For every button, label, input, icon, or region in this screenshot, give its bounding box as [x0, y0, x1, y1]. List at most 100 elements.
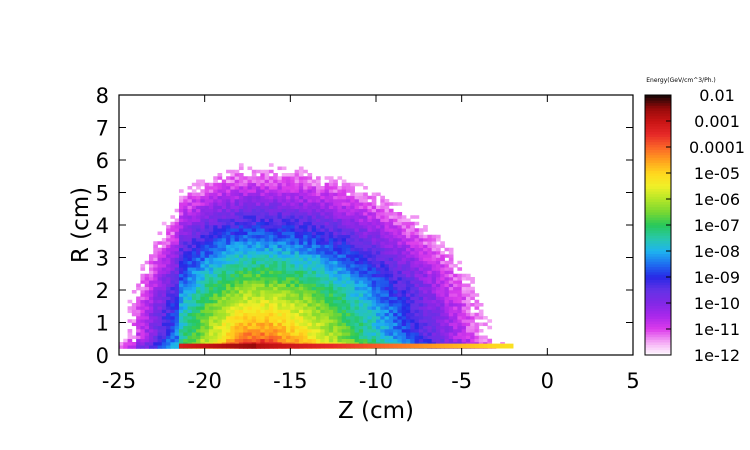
heatmap-cell — [405, 254, 411, 258]
heatmap-cell — [423, 280, 428, 284]
heatmap-cell — [461, 332, 467, 336]
heatmap-cell — [393, 293, 398, 297]
heatmap-cell — [243, 270, 248, 275]
heatmap-cell — [174, 228, 180, 232]
heatmap-cell — [256, 316, 261, 320]
heatmap-cell — [311, 199, 317, 203]
heatmap-cell — [281, 322, 287, 327]
heatmap-cell — [187, 238, 193, 242]
heatmap-cell — [264, 208, 270, 213]
heatmap-cell — [191, 234, 197, 239]
heatmap-cell — [337, 338, 343, 343]
heatmap-cell — [393, 296, 398, 301]
heatmap-cell — [448, 343, 454, 349]
heatmap-cell — [264, 273, 270, 278]
heatmap-cell — [256, 264, 261, 268]
heatmap-cell — [461, 322, 467, 327]
heatmap-cell — [208, 306, 214, 310]
heatmap-cell — [256, 343, 261, 349]
heatmap-cell — [307, 316, 313, 320]
heatmap-cell — [247, 205, 253, 210]
heatmap-cell — [157, 251, 163, 255]
colorbar-tick-label: 1e-10 — [694, 294, 740, 313]
heatmap-cell — [273, 173, 278, 177]
heatmap-cell — [286, 218, 291, 223]
heatmap-cell — [230, 215, 236, 219]
heatmap-cell — [328, 179, 334, 184]
heatmap-cell — [354, 303, 360, 307]
heatmap-cell — [478, 309, 484, 314]
heatmap-cell — [260, 260, 266, 265]
heatmap-cell — [337, 176, 343, 180]
heatmap-cell — [358, 296, 364, 301]
colorbar-swatch — [645, 165, 671, 169]
heatmap-cell — [444, 260, 450, 265]
heatmap-cell — [311, 335, 317, 340]
heatmap-cell — [290, 296, 296, 301]
heatmap-cell — [187, 343, 193, 349]
heatmap-cell — [418, 273, 424, 278]
heatmap-cell — [213, 267, 218, 271]
heatmap-cell — [153, 312, 158, 317]
heatmap-cell — [281, 306, 287, 310]
heatmap-cell — [234, 205, 240, 210]
heatmap-cell — [183, 205, 188, 210]
heatmap-cell — [221, 186, 227, 190]
heatmap-cell — [401, 293, 407, 297]
heatmap-cell — [358, 309, 364, 314]
heatmap-cell — [286, 312, 291, 317]
heatmap-cell — [333, 299, 338, 304]
heatmap-cell — [174, 280, 180, 284]
heatmap-cell — [140, 290, 146, 294]
heatmap-cell — [376, 280, 381, 284]
heatmap-cell — [423, 228, 428, 232]
heatmap-cell — [256, 241, 261, 245]
heatmap-cell — [384, 199, 390, 203]
heatmap-cell — [247, 325, 253, 330]
heatmap-cell — [346, 283, 351, 288]
heatmap-cell — [153, 260, 158, 265]
heatmap-cell — [286, 205, 291, 210]
heatmap-cell — [196, 208, 201, 213]
heatmap-cell — [226, 270, 231, 275]
heatmap-cell — [346, 343, 351, 349]
heatmap-cell — [196, 306, 201, 310]
heatmap-cell — [367, 296, 373, 301]
heatmap-cell — [324, 254, 330, 258]
heatmap-cell — [453, 299, 458, 304]
heatmap-cell — [333, 225, 338, 229]
heatmap-cell — [376, 312, 381, 317]
heatmap-cell — [196, 290, 201, 294]
heatmap-cell — [444, 322, 450, 327]
heatmap-cell — [243, 212, 248, 216]
heatmap-cell — [341, 212, 347, 216]
heatmap-cell — [367, 225, 373, 229]
heatmap-cell — [234, 176, 240, 180]
heatmap-cell — [448, 270, 454, 275]
heatmap-cell — [298, 199, 304, 203]
heatmap-cell — [457, 299, 463, 304]
heatmap-cell — [277, 231, 283, 236]
heatmap-cell — [363, 283, 368, 288]
heatmap-cell — [161, 293, 167, 297]
heatmap-cell — [320, 303, 325, 307]
heatmap-cell — [371, 338, 377, 343]
heatmap-cell — [230, 267, 236, 271]
heatmap-cell — [341, 293, 347, 297]
heatmap-cell — [448, 312, 454, 317]
heatmap-cell — [178, 218, 184, 223]
heatmap-cell — [453, 306, 458, 310]
heatmap-cell — [457, 306, 463, 310]
heatmap-cell — [328, 335, 334, 340]
heatmap-cell — [316, 290, 321, 294]
heatmap-cell — [423, 296, 428, 301]
heatmap-cell — [247, 303, 253, 307]
heatmap-cell — [341, 270, 347, 275]
heatmap-cell — [303, 205, 308, 210]
heatmap-cell — [286, 286, 291, 291]
heatmap-cell — [418, 329, 424, 333]
heatmap-cell — [238, 309, 244, 314]
heatmap-cell — [119, 342, 124, 346]
heatmap-cell — [328, 195, 334, 200]
heatmap-cell — [341, 251, 347, 255]
